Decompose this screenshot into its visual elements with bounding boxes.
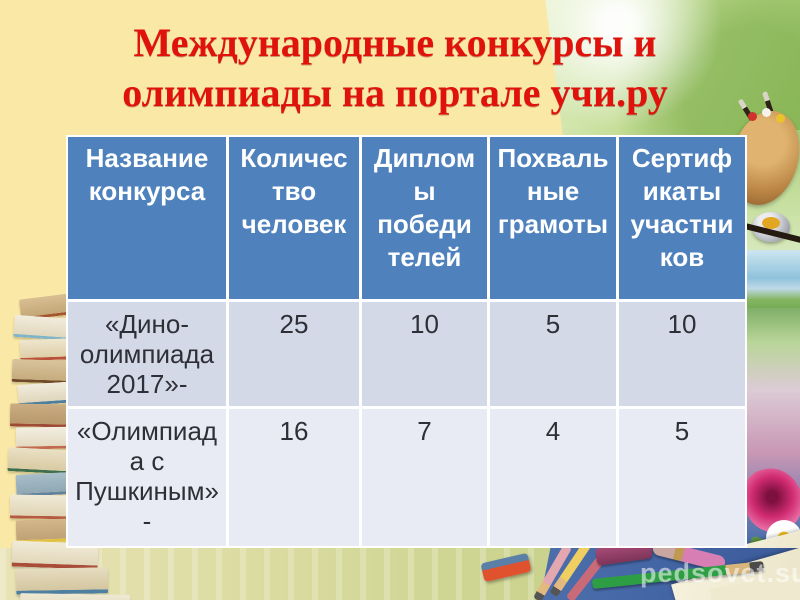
header-cell-participant-certs: Сертиф икаты участни ков: [619, 137, 745, 299]
flower-bouquet-image: [746, 308, 800, 600]
slide-title: Международные конкурсы и олимпиады на по…: [122, 20, 668, 115]
value-cell: 10: [362, 302, 487, 406]
row-name-cell: «Олимпиад а с Пушкиным» -: [68, 409, 226, 546]
header-cell-contest-name: Название конкурса: [68, 137, 226, 299]
value-cell: 25: [229, 302, 359, 406]
seascape-segment: [746, 250, 800, 312]
book-icon: [15, 567, 109, 595]
book-icon: [19, 593, 131, 600]
value-cell: 16: [229, 409, 359, 546]
watermark: pedsovet.su: [640, 558, 800, 588]
paint-dab-icon: [748, 112, 757, 121]
header-cell-winner-diplomas: Диплом ы победи телей: [362, 137, 487, 299]
row-name-cell: «Дино- олимпиада 2017»-: [68, 302, 226, 406]
value-cell: 4: [490, 409, 616, 546]
header-cell-commendations: Похваль ные грамоты: [490, 137, 616, 299]
header-cell-people-count: Количес тво человек: [229, 137, 359, 299]
results-table: Название конкурса Количес тво человек Ди…: [66, 135, 747, 548]
value-cell: 7: [362, 409, 487, 546]
paint-dab-icon: [776, 114, 785, 123]
eraser-icon: [480, 552, 532, 583]
value-cell: 10: [619, 302, 745, 406]
desk-photo-strip: pedsovet.su: [0, 548, 800, 600]
paint-bowl-paint: [762, 217, 780, 229]
value-cell: 5: [490, 302, 616, 406]
artist-palette-icon: [720, 91, 800, 250]
paint-dab-icon: [762, 108, 771, 117]
value-cell: 5: [619, 409, 745, 546]
